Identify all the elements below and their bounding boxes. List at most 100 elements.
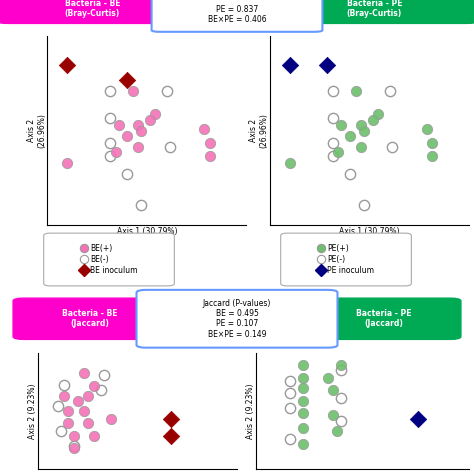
Point [167,416,174,423]
Point [71,444,78,451]
Point [323,61,331,68]
Point [337,121,345,128]
Point [123,132,131,140]
Point [346,170,354,178]
Point [112,148,119,155]
Point [286,436,294,443]
Point [335,148,342,155]
Point [135,121,142,128]
Point [325,374,332,382]
FancyBboxPatch shape [44,233,174,286]
Point [299,397,307,405]
Point [357,121,365,128]
Point [84,392,91,400]
FancyBboxPatch shape [137,290,337,347]
Text: Bacteria - BE
(Bray-Curtis): Bacteria - BE (Bray-Curtis) [64,0,120,18]
Point [71,432,78,440]
Text: Bacteria - PE
(Jaccard): Bacteria - PE (Jaccard) [356,309,412,328]
Point [329,88,337,95]
Point [337,361,345,369]
Point [64,61,71,68]
Point [91,432,98,440]
Point [286,159,294,166]
Point [137,128,145,135]
FancyBboxPatch shape [0,0,189,23]
Y-axis label: Axis 2 (9.23%): Axis 2 (9.23%) [246,383,255,439]
Text: Bacteria - PE
(Bray-Curtis): Bacteria - PE (Bray-Curtis) [346,0,402,18]
Point [357,143,365,151]
Point [54,402,62,410]
Point [414,416,422,423]
Y-axis label: Axis 2
(26.96%): Axis 2 (26.96%) [249,113,269,148]
Point [286,404,294,411]
Point [299,361,307,369]
Point [352,88,359,95]
Point [100,371,108,378]
Point [346,132,354,140]
Point [337,394,345,402]
Point [107,416,115,423]
Point [106,88,114,95]
Y-axis label: Axis 2 (9.23%): Axis 2 (9.23%) [27,383,36,439]
Point [106,114,114,122]
Point [386,88,393,95]
Point [337,366,345,374]
X-axis label: Axis 1 (30.79%): Axis 1 (30.79%) [339,227,400,236]
Point [115,121,122,128]
Point [137,201,145,209]
Point [106,139,114,146]
Point [74,397,82,405]
Point [333,428,341,435]
FancyBboxPatch shape [152,0,322,32]
Point [106,152,114,160]
FancyBboxPatch shape [281,233,411,286]
Legend: BE(+), BE(-), BE inoculum: BE(+), BE(-), BE inoculum [77,241,141,278]
Point [423,126,430,133]
Point [123,170,131,178]
FancyBboxPatch shape [307,298,461,339]
Point [286,389,294,397]
Point [329,152,337,160]
Point [369,117,376,124]
Text: Bacteria - BE
(Jaccard): Bacteria - BE (Jaccard) [62,309,118,328]
Point [146,117,154,124]
Point [57,428,65,435]
FancyBboxPatch shape [270,0,474,23]
Point [389,143,396,151]
Point [286,61,294,68]
Point [64,419,72,427]
Point [71,442,78,450]
Point [135,143,142,151]
Point [428,139,436,146]
Point [299,409,307,417]
Point [123,76,131,84]
Point [200,126,208,133]
FancyBboxPatch shape [13,298,167,339]
Point [299,384,307,392]
Point [84,419,91,427]
Point [163,88,171,95]
Point [61,381,68,389]
Point [337,418,345,425]
Point [299,441,307,448]
X-axis label: Axis 1 (30.79%): Axis 1 (30.79%) [117,227,177,236]
Point [206,152,213,160]
Point [64,159,71,166]
Text: PE = 0.837
BE×PE = 0.406: PE = 0.837 BE×PE = 0.406 [208,5,266,24]
Point [286,377,294,385]
Point [81,407,88,415]
Point [206,139,213,146]
Point [129,88,137,95]
Point [97,386,105,393]
Point [329,410,337,419]
Point [152,110,159,118]
Point [81,369,88,377]
Point [329,114,337,122]
Point [428,152,436,160]
Point [299,374,307,382]
Point [374,110,382,118]
Point [61,392,68,400]
Text: Jaccard (P-values)
BE = 0.495
PE = 0.107
BE×PE = 0.149: Jaccard (P-values) BE = 0.495 PE = 0.107… [203,299,271,339]
Point [91,383,98,390]
Point [360,128,368,135]
